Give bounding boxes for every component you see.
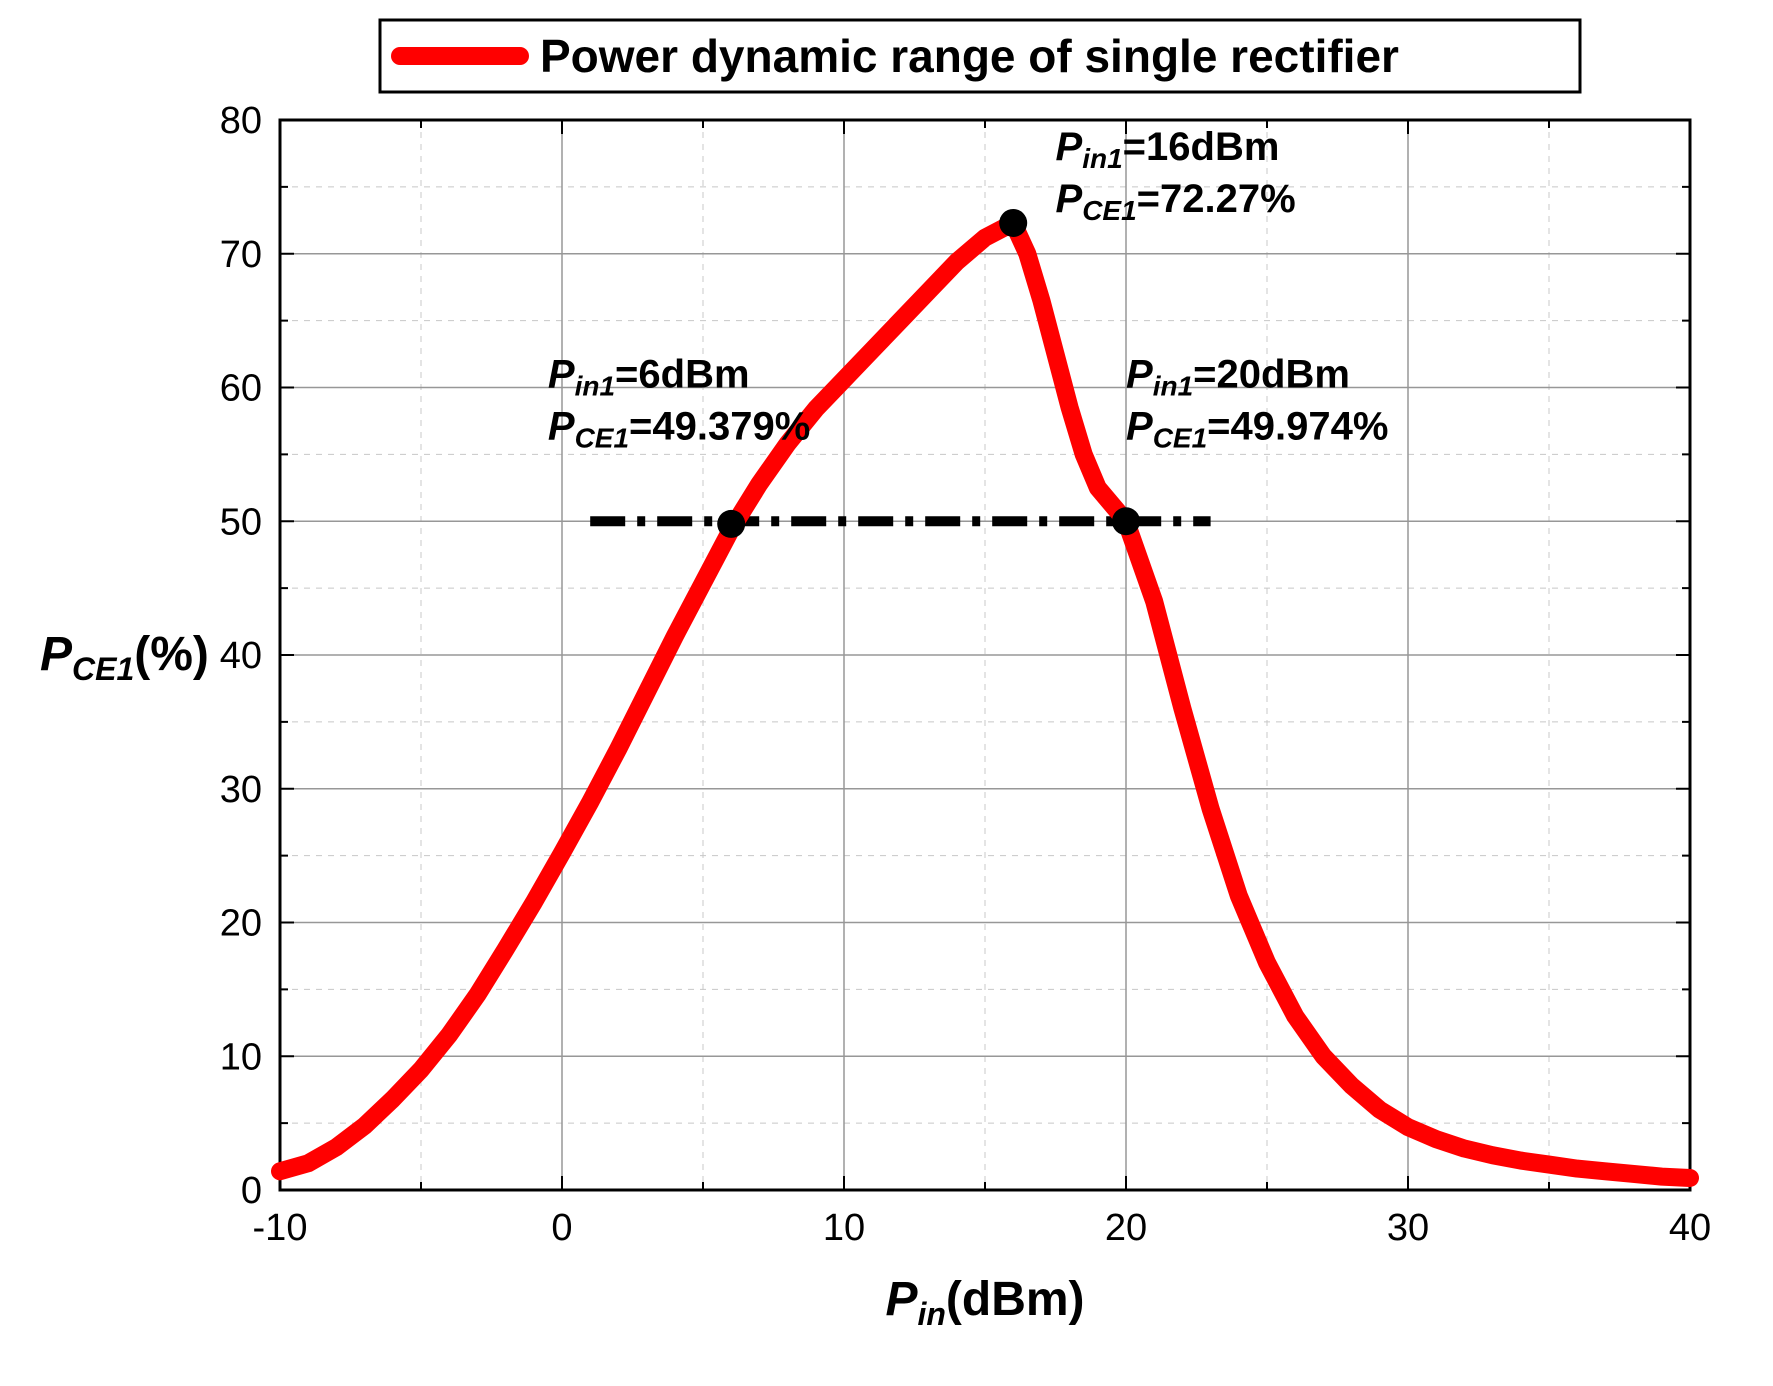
legend-label: Power dynamic range of single rectifier (540, 30, 1399, 82)
chart-container: -1001020304001020304050607080Pin(dBm)PCE… (0, 0, 1773, 1386)
marker-point (1112, 507, 1140, 535)
x-tick-label: 0 (551, 1207, 572, 1249)
y-tick-label: 20 (220, 903, 262, 945)
x-axis-label: Pin(dBm) (885, 1273, 1084, 1332)
chart-svg: -1001020304001020304050607080Pin(dBm)PCE… (0, 0, 1773, 1386)
y-tick-label: 70 (220, 234, 262, 276)
y-tick-label: 30 (220, 769, 262, 811)
x-tick-label: 20 (1105, 1207, 1147, 1249)
x-tick-label: 10 (823, 1207, 865, 1249)
y-tick-label: 80 (220, 100, 262, 142)
x-tick-label: 30 (1387, 1207, 1429, 1249)
x-tick-label: -10 (253, 1207, 308, 1249)
y-tick-label: 50 (220, 501, 262, 543)
y-tick-label: 40 (220, 635, 262, 677)
chart-bg (0, 0, 1773, 1386)
y-tick-label: 0 (241, 1170, 262, 1212)
marker-point (999, 209, 1027, 237)
x-tick-label: 40 (1669, 1207, 1711, 1249)
y-tick-label: 60 (220, 368, 262, 410)
marker-point (717, 510, 745, 538)
y-tick-label: 10 (220, 1036, 262, 1078)
